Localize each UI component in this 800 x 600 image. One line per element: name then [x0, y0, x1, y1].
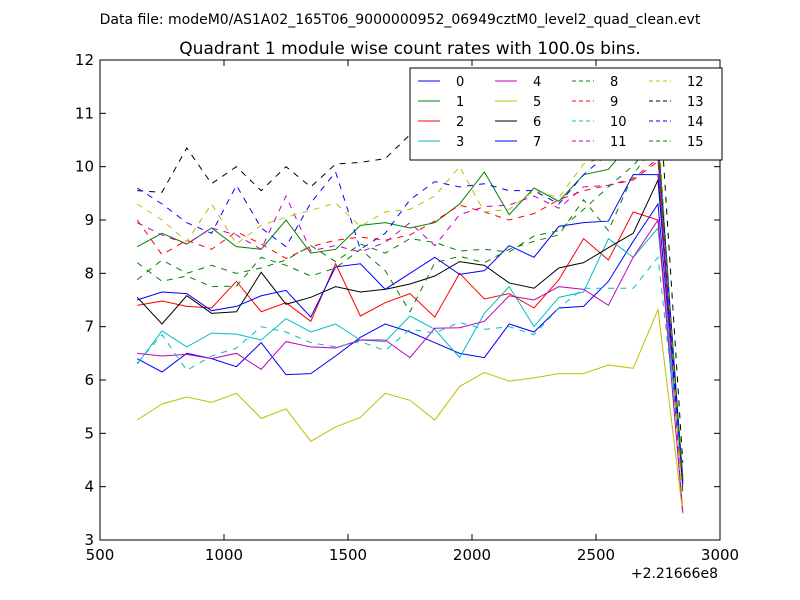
y-tick-label: 9 — [84, 211, 94, 229]
series-line-1 — [136, 139, 684, 479]
x-axis-offset-label: +2.21666e8 — [631, 566, 718, 582]
series-line-15 — [136, 136, 684, 485]
legend-label-10: 10 — [610, 115, 627, 130]
x-tick-label: 3000 — [701, 546, 739, 564]
y-tick-label: 11 — [75, 104, 94, 122]
y-tick-label: 12 — [75, 51, 94, 69]
series-line-11 — [136, 157, 684, 517]
plot-area — [136, 74, 684, 517]
series-line-12 — [136, 120, 684, 511]
y-tick-label: 3 — [84, 531, 94, 549]
series-line-8 — [136, 138, 684, 493]
legend-label-0: 0 — [456, 75, 464, 90]
series-line-5 — [136, 307, 684, 514]
figure-suptitle: Data file: modeM0/AS1A02_165T06_90000009… — [100, 12, 701, 28]
legend-label-2: 2 — [456, 115, 464, 130]
series-line-14 — [136, 123, 684, 487]
legend-label-8: 8 — [610, 75, 618, 90]
series-line-9 — [136, 160, 684, 479]
legend-label-14: 14 — [687, 115, 704, 130]
legend-label-11: 11 — [610, 135, 627, 150]
series-line-7 — [137, 174, 684, 485]
y-tick-label: 7 — [84, 318, 94, 336]
series-line-0 — [136, 202, 684, 477]
x-tick-label: 2000 — [453, 546, 491, 564]
x-tick-label: 500 — [86, 546, 115, 564]
legend-label-3: 3 — [456, 135, 464, 150]
legend-label-9: 9 — [610, 95, 618, 110]
y-tick-label: 4 — [84, 478, 94, 496]
legend-label-7: 7 — [533, 135, 541, 150]
series-line-2 — [137, 211, 684, 487]
series-line-4 — [137, 218, 684, 514]
axes-frame — [99, 59, 721, 541]
legend-label-13: 13 — [687, 95, 704, 110]
series-line-3 — [136, 226, 684, 482]
legend-label-5: 5 — [533, 95, 541, 110]
legend-label-12: 12 — [687, 75, 704, 90]
legend-label-1: 1 — [456, 95, 464, 110]
x-tick-label: 1000 — [205, 546, 243, 564]
series-line-6 — [136, 178, 684, 482]
chart-title: Quadrant 1 module wise count rates with … — [179, 39, 640, 59]
y-tick-label: 10 — [75, 158, 94, 176]
x-tick-label: 2500 — [577, 546, 615, 564]
legend-box — [409, 67, 723, 161]
y-tick-label: 6 — [84, 371, 94, 389]
y-tick-label: 5 — [84, 424, 94, 442]
legend-label-6: 6 — [533, 115, 541, 130]
x-tick-label: 1500 — [329, 546, 367, 564]
legend-label-15: 15 — [687, 135, 704, 150]
y-tick-label: 8 — [84, 264, 94, 282]
legend-label-4: 4 — [533, 75, 541, 90]
